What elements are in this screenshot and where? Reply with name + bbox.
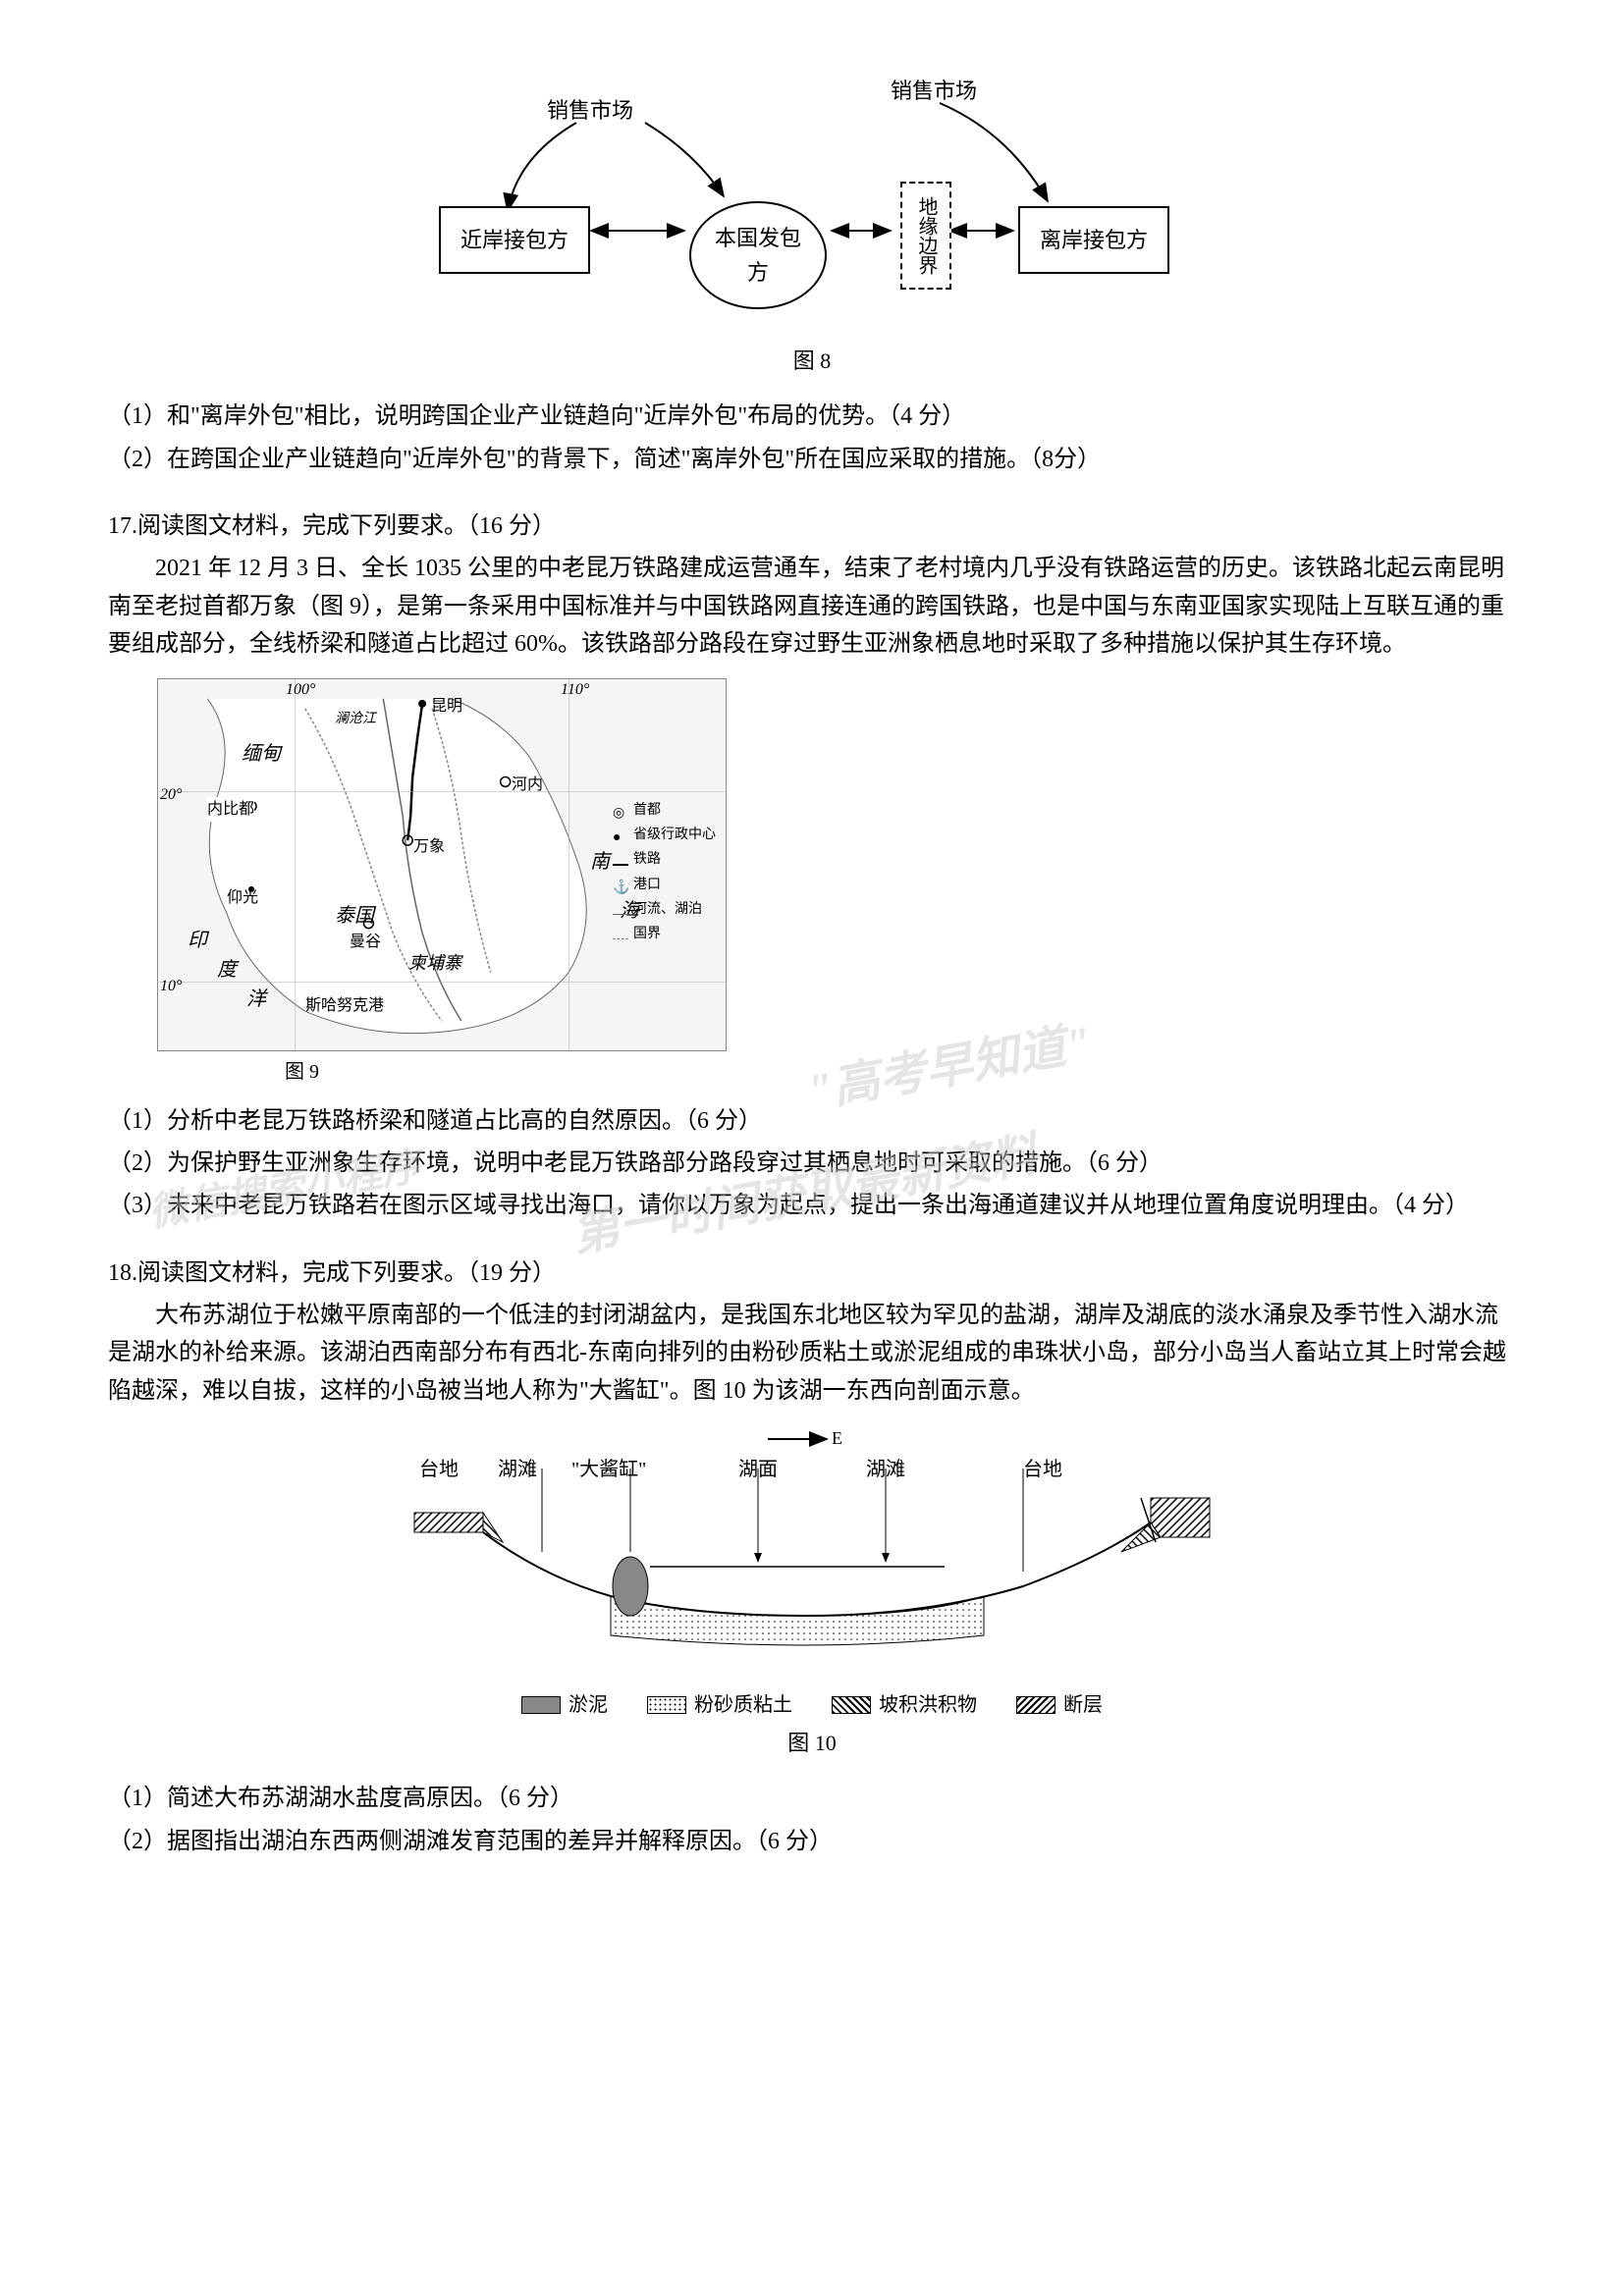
legend-poji: 坡积洪积物	[879, 1689, 977, 1721]
label-taidi2: 台地	[1023, 1454, 1062, 1485]
country-du: 度	[217, 954, 237, 986]
border-dashed: 地缘边界	[900, 182, 951, 290]
city-wanxiang: 万象	[413, 834, 445, 860]
q18-sub1: （1）简述大布苏湖湖水盐度高原因。（6 分）	[108, 1780, 1516, 1817]
lat-10: 10°	[160, 974, 182, 999]
city-neibidu: 内比都	[207, 797, 254, 823]
lat-20: 20°	[160, 782, 182, 808]
legend-yuni: 淤泥	[568, 1689, 608, 1721]
city-yangguang: 仰光	[227, 885, 258, 911]
legend-border: 国界	[633, 924, 661, 945]
q17-sub2: （2）为保护野生亚洲象生存环境，说明中老昆万铁路部分路段穿过其栖息地时可采取的措…	[108, 1145, 1516, 1182]
country-yang: 洋	[246, 984, 266, 1015]
q18-para: 大布苏湖位于松嫩平原南部的一个低洼的封闭湖盆内，是我国东北地区较为罕见的盐湖，湖…	[108, 1297, 1516, 1410]
city-bangkok: 曼谷	[350, 930, 381, 955]
legend-port: 港口	[633, 875, 661, 896]
city-hanoi: 河内	[512, 773, 543, 798]
q17-sub3: （3）未来中老昆万铁路若在图示区域寻找出海口，请你以万象为起点，提出一条出海通道…	[108, 1187, 1516, 1224]
nearshore-box: 近岸接包方	[439, 206, 590, 274]
lon-100: 100°	[286, 677, 315, 703]
q17-header: 17.阅读图文材料，完成下列要求。（16 分）	[108, 507, 1516, 545]
label-hutan2: 湖滩	[866, 1454, 905, 1485]
label-hutan1: 湖滩	[498, 1454, 537, 1485]
legend-river: 河流、湖泊	[633, 899, 702, 921]
legend-province: 省级行政中心	[633, 825, 716, 846]
q18-sub2: （2）据图指出湖泊东西两侧湖滩发育范围的差异并解释原因。（6 分）	[108, 1823, 1516, 1860]
q16-sub1: （1）和"离岸外包"相比，说明跨国企业产业链趋向"近岸外包"布局的优势。（4 分…	[108, 398, 1516, 435]
q18-header: 18.阅读图文材料，完成下列要求。（19 分）	[108, 1255, 1516, 1292]
city-kunming: 昆明	[431, 694, 462, 720]
q17-para: 2021 年 12 月 3 日、全长 1035 公里的中老昆万铁路建成运营通车，…	[108, 550, 1516, 663]
offshore-box: 离岸接包方	[1018, 206, 1169, 274]
figure-9-legend: ◎首都 ●省级行政中心 铁路 ⚓港口 河流、湖泊 国界	[613, 797, 716, 949]
river-lancang: 澜沧江	[335, 709, 376, 730]
lon-110: 110°	[561, 677, 589, 703]
home-ellipse: 本国发包方	[689, 201, 827, 309]
legend-rail: 铁路	[633, 849, 661, 871]
figure-8-diagram: 销售市场 销售市场 近岸接包方 本国发包方 地缘边界 离岸接包方	[419, 98, 1205, 334]
figure-8-caption: 图 8	[108, 344, 1516, 378]
country-miandian: 缅甸	[242, 738, 281, 770]
legend-capital: 首都	[633, 800, 661, 822]
country-nan: 南	[590, 846, 610, 878]
country-cambodia: 柬埔寨	[408, 949, 461, 978]
figure-9-caption: 图 9	[285, 1056, 1516, 1088]
legend-duanceng: 断层	[1063, 1689, 1103, 1721]
figure-10-caption: 图 10	[108, 1726, 1516, 1760]
svg-text:E: E	[832, 1428, 842, 1448]
city-bianhe: 斯哈努克港	[305, 993, 384, 1019]
country-thai: 泰国	[335, 900, 374, 932]
label-dajianggang: "大酱缸"	[571, 1454, 646, 1485]
label-humian1: 湖面	[738, 1454, 778, 1485]
figure-9-map: 100° 110° 20° 10° 昆明 内比都 仰光 万象 河内 曼谷 斯哈努…	[157, 678, 727, 1051]
legend-fensha: 粉砂质粘土	[694, 1689, 792, 1721]
figure-10-diagram: E 台地 湖滩 "大酱缸" 湖面 湖滩 台地	[395, 1424, 1229, 1680]
country-india: 印	[188, 925, 207, 956]
label-taidi1: 台地	[419, 1454, 459, 1485]
figure-10-legend: 淤泥 粉砂质粘土 坡积洪积物 断层	[108, 1689, 1516, 1721]
q17-sub1: （1）分析中老昆万铁路桥梁和隧道占比高的自然原因。（6 分）	[108, 1102, 1516, 1140]
q16-sub2: （2）在跨国企业产业链趋向"近岸外包"的背景下，简述"离岸外包"所在国应采取的措…	[108, 441, 1516, 478]
